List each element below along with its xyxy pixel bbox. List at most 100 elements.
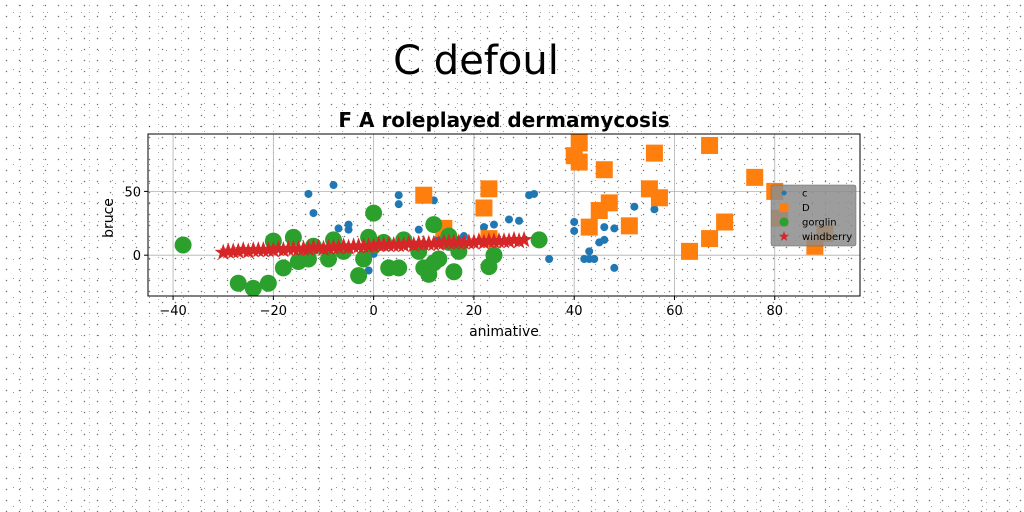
- data-point: [545, 255, 554, 264]
- legend-box: [770, 184, 857, 247]
- data-point: [479, 223, 488, 232]
- data-point: [365, 204, 383, 222]
- data-point: [701, 230, 719, 248]
- legend-label: D: [802, 203, 810, 214]
- data-point: [610, 263, 619, 272]
- data-point: [394, 200, 403, 209]
- y-tick-label: 50: [124, 185, 141, 200]
- data-point: [365, 237, 383, 254]
- data-point: [309, 209, 318, 218]
- data-point: [304, 189, 313, 198]
- data-point: [364, 266, 373, 275]
- chart-title: F A roleplayed dermamycosis: [338, 108, 669, 132]
- data-point: [570, 226, 579, 235]
- data-point: [570, 134, 588, 152]
- legend-label: gorglin: [802, 218, 837, 229]
- x-tick-label: −40: [159, 304, 186, 319]
- data-point: [505, 215, 514, 224]
- x-tick-label: 20: [466, 304, 483, 319]
- data-point: [334, 224, 343, 233]
- data-point: [610, 224, 619, 233]
- data-point: [414, 225, 423, 234]
- data-point: [340, 238, 358, 255]
- legend-label: windberry: [802, 232, 852, 243]
- x-tick-label: −20: [260, 304, 287, 319]
- data-points: [174, 134, 834, 296]
- data-point: [480, 180, 498, 198]
- data-point: [274, 259, 292, 277]
- data-point: [314, 239, 333, 257]
- data-point: [489, 220, 498, 229]
- data-point: [405, 235, 423, 253]
- data-point: [570, 218, 579, 227]
- data-point: [430, 234, 448, 251]
- data-point: [394, 191, 403, 200]
- data-point: [465, 233, 483, 250]
- data-point: [650, 205, 659, 214]
- data-point: [244, 279, 262, 296]
- data-point: [274, 241, 292, 258]
- data-point: [390, 259, 408, 277]
- data-point: [600, 223, 609, 232]
- data-point: [229, 274, 247, 292]
- data-point: [344, 220, 353, 229]
- legend-label: c: [802, 189, 808, 200]
- data-point: [320, 250, 338, 268]
- x-tick-label: 80: [766, 304, 783, 319]
- data-point: [681, 242, 699, 260]
- data-point: [600, 194, 618, 212]
- data-point: [229, 242, 247, 259]
- data-point: [590, 255, 599, 264]
- data-point: [746, 168, 764, 186]
- legend-marker: [779, 203, 789, 212]
- data-point: [329, 238, 348, 255]
- data-point: [530, 189, 539, 198]
- data-point: [284, 228, 302, 246]
- data-point: [430, 250, 448, 268]
- data-point: [630, 202, 639, 211]
- x-tick-label: 40: [566, 304, 583, 319]
- series-windberry: [214, 230, 533, 260]
- data-point: [580, 218, 598, 236]
- data-point: [475, 199, 493, 217]
- data-point: [329, 181, 338, 190]
- series-c: [304, 181, 659, 275]
- y-tick-label: 0: [133, 249, 141, 264]
- data-point: [585, 247, 594, 256]
- y-axis-label: bruce: [101, 198, 117, 238]
- data-point: [500, 232, 518, 249]
- data-point: [510, 232, 528, 249]
- data-point: [259, 274, 277, 292]
- x-tick-label: 0: [369, 304, 377, 319]
- data-point: [355, 250, 373, 268]
- data-point: [239, 242, 257, 259]
- data-point: [620, 217, 638, 235]
- data-point: [716, 213, 734, 231]
- data-point: [214, 243, 232, 260]
- data-point: [475, 233, 493, 250]
- legend-marker: [778, 231, 790, 241]
- x-axis-label: animative: [469, 324, 539, 340]
- grid-lines: [148, 134, 860, 296]
- legend-marker: [781, 190, 787, 196]
- data-point: [600, 235, 609, 244]
- data-point: [530, 231, 548, 249]
- data-point: [570, 153, 588, 171]
- data-point: [485, 246, 503, 264]
- data-point: [595, 161, 613, 179]
- data-point: [174, 236, 192, 254]
- data-point: [650, 189, 668, 207]
- data-point: [701, 136, 719, 154]
- data-point: [395, 235, 413, 253]
- plot-frame: [147, 133, 861, 297]
- data-point: [425, 216, 443, 234]
- data-point: [350, 267, 368, 285]
- axis-ticks: −40 −20 0 20 40 60 80 0 50: [124, 185, 783, 319]
- data-point: [264, 241, 282, 258]
- data-point: [415, 186, 433, 204]
- data-point: [515, 216, 524, 225]
- legend-marker: [779, 217, 789, 227]
- data-point: [645, 144, 663, 162]
